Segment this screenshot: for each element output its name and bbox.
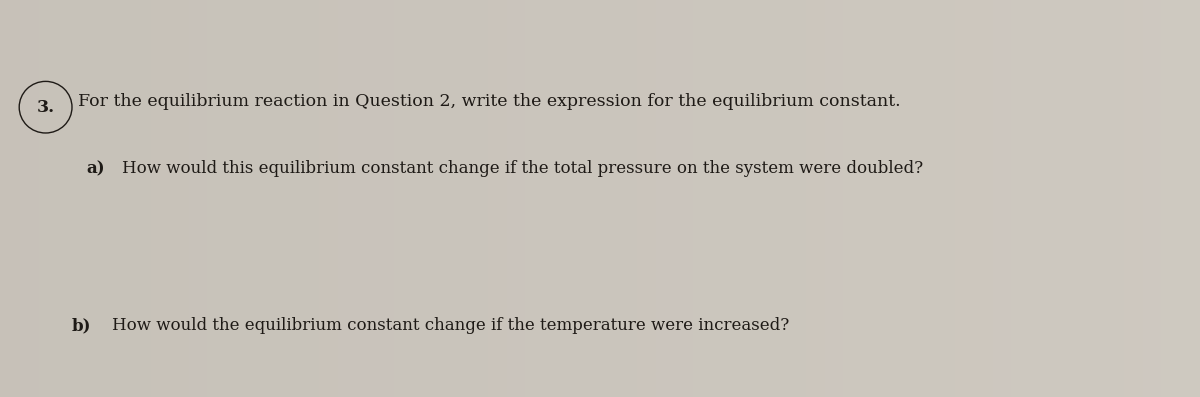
Text: a): a) bbox=[86, 160, 106, 177]
Text: How would the equilibrium constant change if the temperature were increased?: How would the equilibrium constant chang… bbox=[112, 317, 788, 334]
Text: 3.: 3. bbox=[36, 99, 55, 116]
Text: For the equilibrium reaction in Question 2, write the expression for the equilib: For the equilibrium reaction in Question… bbox=[78, 93, 901, 110]
Text: b): b) bbox=[72, 317, 91, 334]
Text: How would this equilibrium constant change if the total pressure on the system w: How would this equilibrium constant chan… bbox=[122, 160, 924, 177]
